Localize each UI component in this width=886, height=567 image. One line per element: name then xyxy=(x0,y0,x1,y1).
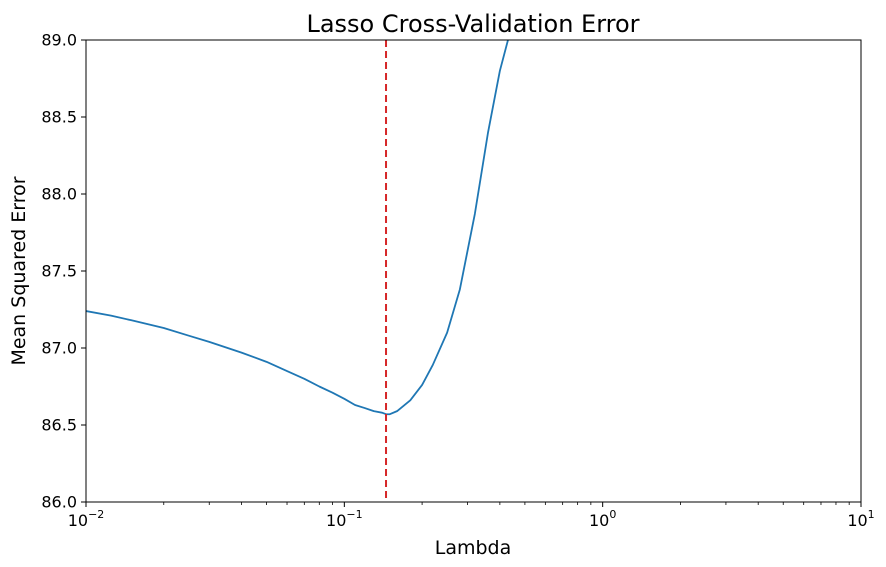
x-tick-label: 10−1 xyxy=(326,508,363,530)
x-tick-exponent: 0 xyxy=(609,508,616,521)
x-axis-label: Lambda xyxy=(435,537,512,559)
x-tick-base: 10 xyxy=(68,511,88,530)
x-tick-exponent: 1 xyxy=(868,508,875,521)
chart-title: Lasso Cross-Validation Error xyxy=(306,10,639,38)
y-tick-label: 88.5 xyxy=(41,108,77,127)
x-tick-base: 10 xyxy=(589,511,609,530)
y-axis-label: Mean Squared Error xyxy=(8,176,30,365)
x-tick-base: 10 xyxy=(847,511,867,530)
plot-frame xyxy=(85,39,862,503)
y-tick-label: 86.5 xyxy=(41,416,77,435)
y-tick-label: 86.0 xyxy=(41,493,77,512)
x-tick-exponent: −2 xyxy=(88,508,104,521)
y-tick-label: 89.0 xyxy=(41,31,77,50)
x-tick-base: 10 xyxy=(326,511,346,530)
x-tick-exponent: −1 xyxy=(346,508,362,521)
x-tick-label: 101 xyxy=(847,508,874,530)
y-tick-label: 87.0 xyxy=(41,339,77,358)
y-tick-label: 87.5 xyxy=(41,262,77,281)
series-line xyxy=(86,40,509,416)
x-tick-label: 10−2 xyxy=(68,508,105,530)
x-tick-label: 100 xyxy=(589,508,616,530)
y-tick-label: 88.0 xyxy=(41,185,77,204)
plot-area: 86.086.587.087.588.088.589.010−2 10−1 100 1… xyxy=(41,31,874,531)
